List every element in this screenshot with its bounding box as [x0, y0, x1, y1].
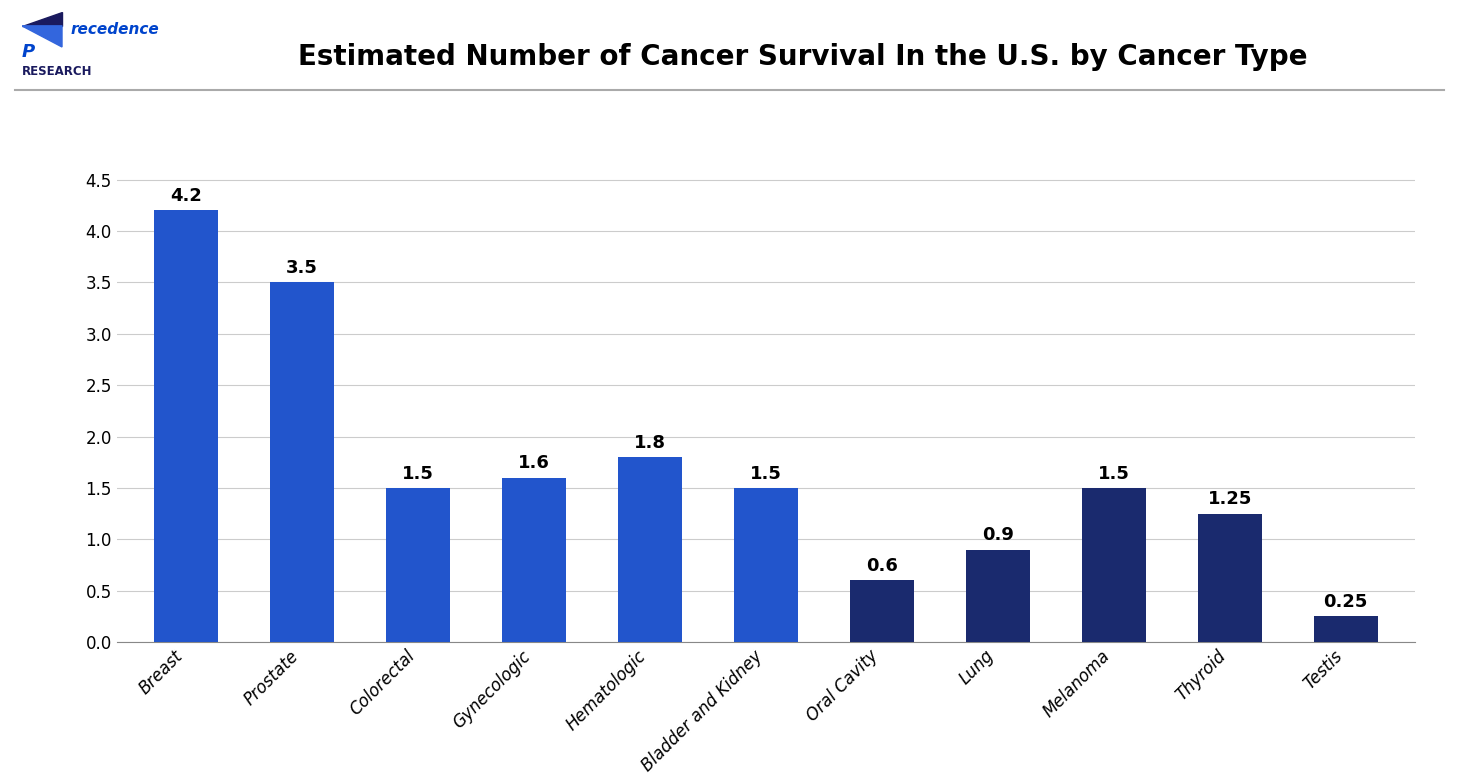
Text: 1.5: 1.5	[403, 465, 435, 483]
Bar	[1313, 616, 1377, 642]
Bar	[387, 488, 449, 642]
Text: recedence: recedence	[70, 22, 159, 38]
Text: 1.25: 1.25	[1208, 490, 1252, 508]
Bar	[502, 478, 566, 642]
Text: 3.5: 3.5	[286, 259, 318, 277]
Text: P: P	[22, 43, 35, 61]
Text: 1.8: 1.8	[635, 434, 667, 452]
Text: 0.6: 0.6	[867, 557, 897, 576]
Text: 1.5: 1.5	[1097, 465, 1129, 483]
Text: 4.2: 4.2	[171, 187, 203, 205]
Text: 0.9: 0.9	[982, 526, 1014, 544]
Polygon shape	[22, 26, 63, 47]
Text: 0.25: 0.25	[1323, 594, 1369, 612]
Bar	[619, 457, 681, 642]
Bar	[155, 211, 219, 642]
Bar	[966, 550, 1030, 642]
Bar	[734, 488, 798, 642]
Text: RESEARCH: RESEARCH	[22, 65, 92, 78]
Text: 1.6: 1.6	[518, 454, 550, 472]
Bar	[1198, 514, 1262, 642]
Text: 1.5: 1.5	[750, 465, 782, 483]
Bar	[270, 283, 334, 642]
Polygon shape	[22, 12, 63, 26]
Bar	[1083, 488, 1145, 642]
Text: Estimated Number of Cancer Survival In the U.S. by Cancer Type: Estimated Number of Cancer Survival In t…	[298, 43, 1307, 71]
Bar	[851, 580, 913, 642]
